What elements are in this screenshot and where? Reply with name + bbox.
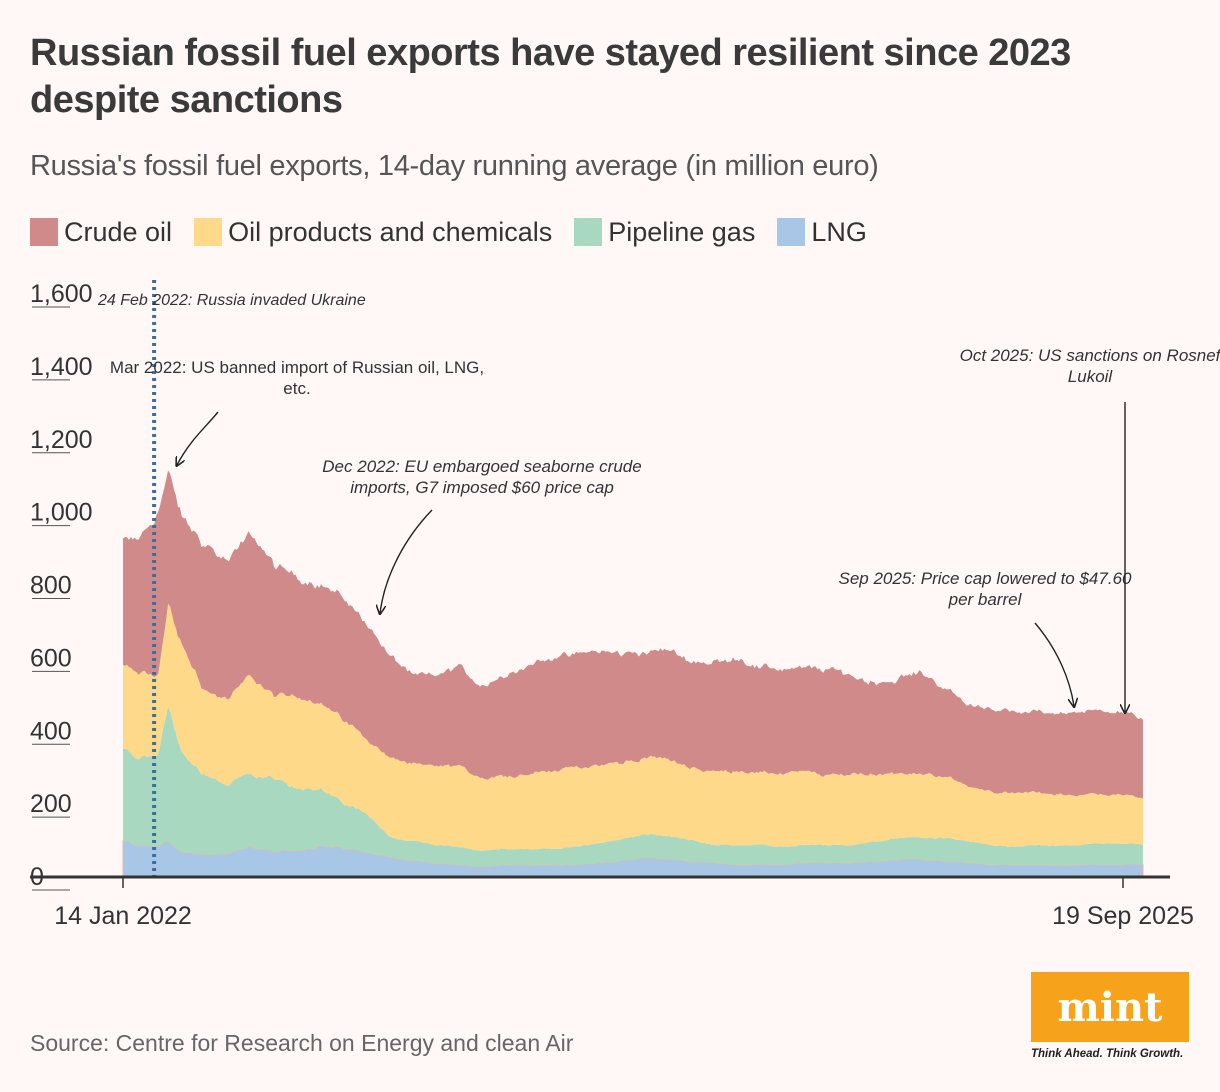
brand-tagline: Think Ahead. Think Growth. [1031, 1048, 1184, 1060]
annotation-price-cap-line-1: Sep 2025: Price cap lowered to $47.60 [839, 569, 1133, 588]
arrow-us-ban [177, 411, 219, 465]
stacked-areas [122, 470, 1144, 877]
mint-logo: mint [1031, 972, 1189, 1042]
legend-item-pipeline-gas: Pipeline gas [574, 217, 755, 248]
area-pipeline-gas [123, 706, 1143, 868]
y-tick-label: 400 [30, 717, 72, 745]
x-tick-label-end: 19 Sep 2025 [1052, 902, 1194, 930]
y-tick-label: 200 [30, 790, 72, 818]
legend-swatch-crude-oil [30, 218, 58, 246]
legend-swatch-pipeline-gas [574, 218, 603, 246]
y-tick-label: 1,000 [30, 499, 93, 527]
legend-label-oil-products: Oil products and chemicals [228, 216, 553, 247]
legend-item-crude-oil: Crude oil [30, 217, 172, 248]
chart-subtitle: Russia's fossil fuel exports, 14-day run… [30, 150, 879, 182]
annotation-us-ban-line-1: Mar 2022: US banned import of Russian oi… [110, 358, 484, 377]
legend: Crude oil Oil products and chemicals Pip… [30, 214, 889, 250]
legend-label-crude-oil: Crude oil [64, 216, 173, 247]
arrow-eu-embargo [380, 509, 433, 613]
legend-item-oil-products: Oil products and chemicals [194, 217, 552, 248]
annotation-price-cap-line-2: per barrel [948, 590, 1023, 609]
y-tick-label: 1,600 [30, 280, 93, 308]
annotations-layer: 24 Feb 2022: Russia invaded Ukraine Mar 2… [97, 280, 1220, 876]
chart-title: Russian fossil fuel exports have stayed … [30, 32, 1071, 121]
legend-label-pipeline-gas: Pipeline gas [608, 216, 756, 247]
y-tick-label: 800 [30, 572, 72, 600]
area-oil-products-and-chemicals [123, 603, 1143, 851]
annotation-eu-embargo-line-1: Dec 2022: EU embargoed seaborne crude [322, 457, 641, 476]
annotation-us-sanctions-line-2: Lukoil [1068, 367, 1114, 386]
y-tick-label: 1,200 [30, 426, 93, 454]
legend-item-lng: LNG [777, 217, 867, 248]
legend-swatch-oil-products [194, 218, 223, 246]
y-tick-label: 1,400 [30, 353, 93, 381]
annotation-invasion: 24 Feb 2022: Russia invaded Ukraine [97, 292, 366, 309]
area-crude-oil [123, 470, 1143, 799]
y-tick-label: 600 [30, 644, 72, 672]
annotation-us-sanctions-line-1: Oct 2025: US sanctions on Rosnef [960, 346, 1220, 365]
arrow-price-cap [1034, 622, 1074, 706]
source-note: Source: Centre for Research on Energy an… [30, 1030, 574, 1056]
annotation-us-ban-line-2: etc. [283, 379, 310, 398]
x-tick-label-start: 14 Jan 2022 [54, 902, 192, 930]
legend-swatch-lng [777, 218, 806, 246]
legend-label-lng: LNG [811, 216, 867, 247]
annotation-eu-embargo-line-2: imports, G7 imposed $60 price cap [350, 478, 614, 497]
x-axis: 14 Jan 2022 19 Sep 2025 [30, 875, 1194, 930]
